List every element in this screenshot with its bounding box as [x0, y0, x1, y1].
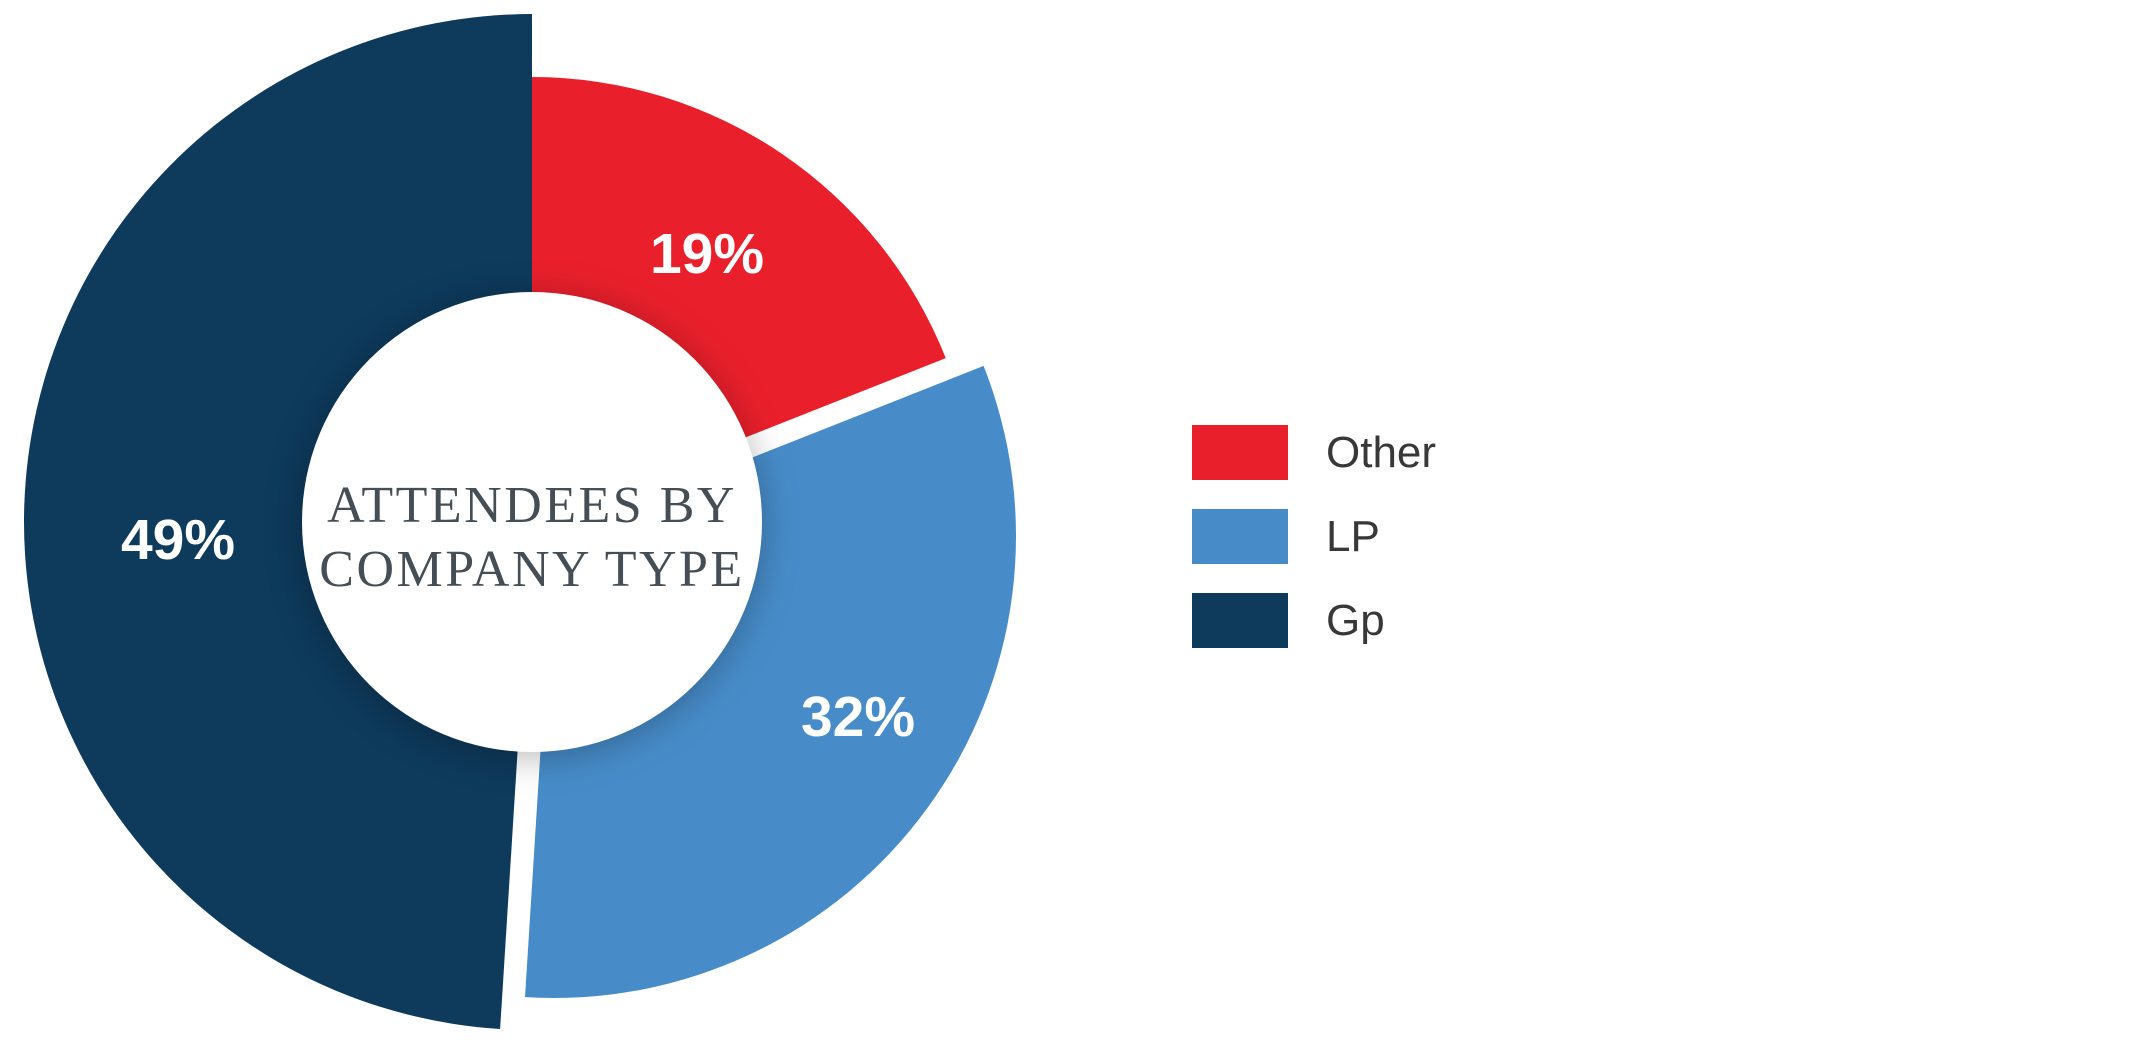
legend-swatch-other: [1192, 425, 1288, 480]
legend-item-other: Other: [1192, 425, 1436, 480]
legend-swatch-lp: [1192, 509, 1288, 564]
value-label-lp: 32%: [801, 685, 915, 749]
center-title-line2: COMPANY TYPE: [319, 541, 745, 598]
legend-item-gp: Gp: [1192, 593, 1436, 648]
legend-label-gp: Gp: [1326, 596, 1385, 645]
legend-item-lp: LP: [1192, 509, 1436, 564]
value-label-gp: 49%: [121, 508, 235, 572]
legend-swatch-gp: [1192, 593, 1288, 648]
slice-gp: [24, 14, 533, 1029]
value-label-other: 19%: [650, 222, 764, 286]
donut-hole: [302, 292, 762, 752]
legend: Other LP Gp: [1192, 425, 1436, 648]
center-title-line1: ATTENDEES BY: [327, 477, 737, 534]
legend-label-lp: LP: [1326, 512, 1380, 561]
chart-center-title: ATTENDEES BY COMPANY TYPE: [232, 474, 832, 602]
legend-label-other: Other: [1326, 428, 1437, 477]
